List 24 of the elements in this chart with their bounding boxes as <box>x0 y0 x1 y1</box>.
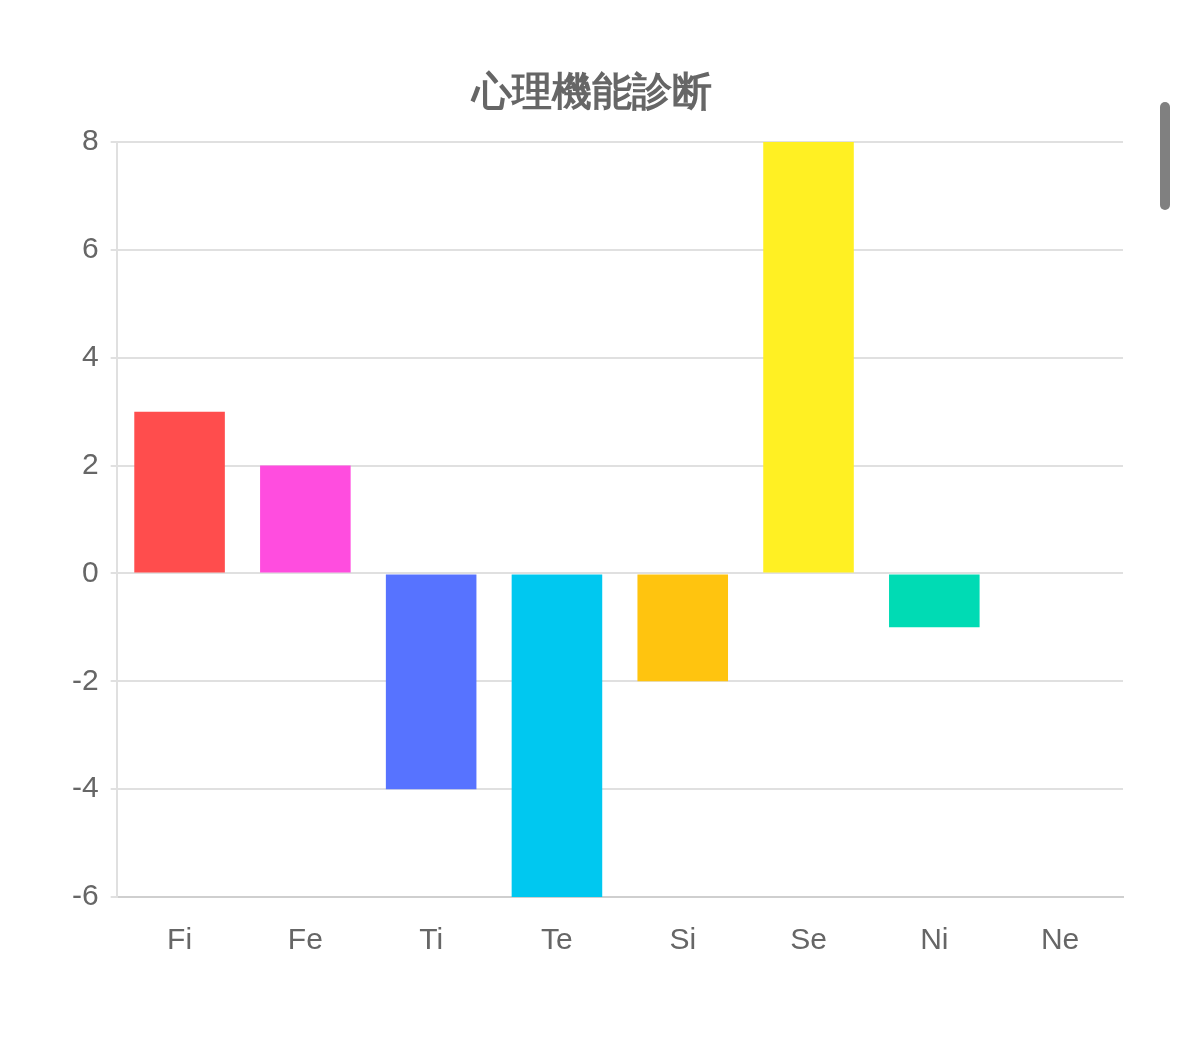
y-tick-label: -2 <box>71 662 99 696</box>
y-tick-label: 2 <box>81 446 99 480</box>
bar <box>637 574 729 682</box>
bar <box>511 574 603 897</box>
y-tick-label: 6 <box>81 231 99 265</box>
y-tick-label: -4 <box>71 770 99 804</box>
y-tick-label: 4 <box>81 338 99 372</box>
x-tick-label: Ti <box>419 922 444 956</box>
bar <box>260 465 351 573</box>
x-tick-label: Fi <box>167 922 193 956</box>
y-tick-label: -6 <box>71 878 99 912</box>
bar <box>889 574 980 628</box>
y-tick-label: 0 <box>81 554 99 588</box>
x-tick-label: Ne <box>1040 922 1080 956</box>
bar <box>134 411 225 573</box>
bar <box>385 574 477 790</box>
chart-title: 心理機能診断 <box>469 69 712 114</box>
x-tick-label: Te <box>541 922 573 956</box>
x-tick-label: Si <box>669 922 697 956</box>
x-tick-label: Fe <box>287 922 323 956</box>
x-tick-label: Ni <box>920 922 949 956</box>
y-tick-label: 8 <box>81 123 99 157</box>
x-tick-label: Se <box>790 922 827 956</box>
bar <box>763 142 854 573</box>
